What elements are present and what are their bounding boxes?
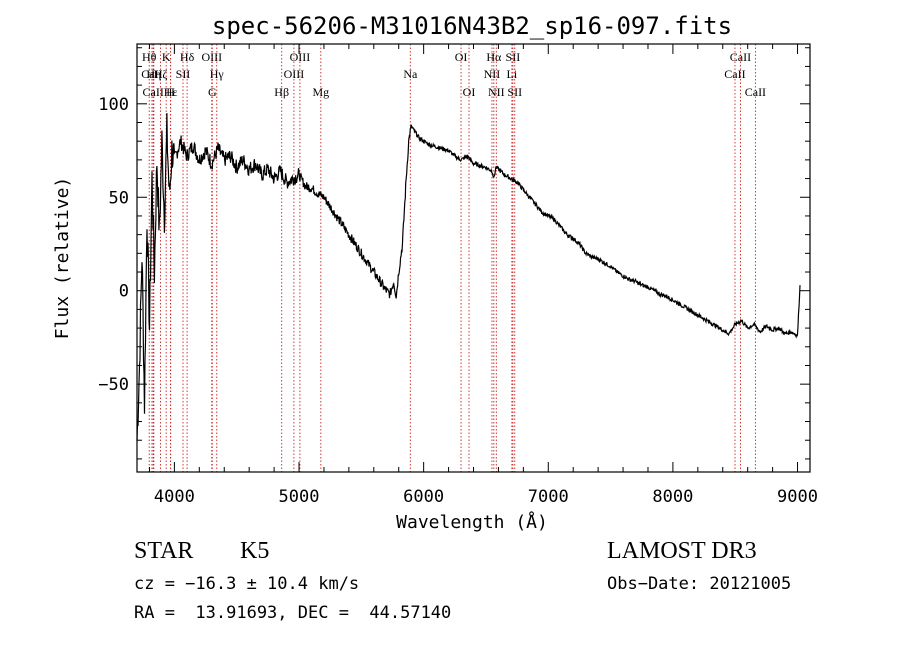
spectrum-line	[136, 113, 801, 441]
line-marker-label: SII	[507, 85, 522, 99]
redshift-velocity: cz = −16.3 ± 10.4 km/s	[134, 574, 360, 594]
line-marker-label: CaII	[143, 85, 164, 99]
x-tick-label: 4000	[154, 487, 195, 507]
x-tick-label: 8000	[652, 487, 693, 507]
line-marker-label: CaII	[724, 67, 745, 81]
line-marker-label: Hβ	[274, 85, 289, 99]
line-marker-label: OIII	[284, 67, 305, 81]
y-tick-label: −50	[98, 375, 129, 395]
x-tick-label: 9000	[777, 487, 818, 507]
line-marker-label: Hε	[164, 85, 178, 99]
line-marker-label: CaII	[730, 50, 751, 64]
line-marker-label: G	[208, 85, 217, 99]
observation-date: Obs−Date: 20121005	[607, 574, 792, 594]
line-marker-label: OIII	[290, 50, 311, 64]
object-subclass: K5	[240, 538, 270, 564]
object-class: STAR	[134, 538, 194, 564]
x-tick-label: 7000	[528, 487, 569, 507]
chart-title: spec-56206-M31016N43B2_sp16-097.fits	[212, 12, 732, 40]
x-axis-ticks: 4000 5000 6000 7000 8000 9000	[148, 44, 818, 507]
line-marker-label: Na	[403, 67, 418, 81]
x-tick-label: 5000	[279, 487, 320, 507]
line-marker-label: Hθ	[142, 50, 157, 64]
y-tick-label: 50	[109, 188, 129, 208]
line-marker-label: Hδ	[180, 50, 195, 64]
line-markers	[148, 44, 756, 472]
line-marker-label: CaII	[745, 85, 766, 99]
line-marker-label: Hγ	[210, 67, 225, 81]
line-marker-label: Hη	[146, 67, 161, 81]
x-tick-label: 6000	[403, 487, 444, 507]
line-marker-label: SII	[176, 67, 191, 81]
plot-frame	[136, 43, 811, 473]
line-marker-label: OI	[455, 50, 468, 64]
line-marker-label: K	[162, 50, 171, 64]
y-tick-label: 100	[98, 95, 129, 115]
line-marker-label: CaII	[141, 67, 162, 81]
line-marker-label: Hζ	[154, 67, 168, 81]
line-marker-label: Li	[507, 67, 518, 81]
line-marker-label: H	[166, 85, 175, 99]
line-marker-label: SII	[506, 50, 521, 64]
ra-dec: RA = 13.91693, DEC = 44.57140	[134, 603, 452, 623]
y-axis-ticks: −50 0 50 100	[98, 47, 810, 460]
line-marker-label: OIII	[201, 50, 222, 64]
y-axis-label: Flux (relative)	[52, 177, 73, 340]
y-tick-label: 0	[119, 282, 129, 302]
survey-name: LAMOST DR3	[607, 538, 757, 564]
line-marker-label: NII	[488, 85, 505, 99]
x-axis-label: Wavelength (Å)	[396, 511, 548, 533]
line-marker-label: OI	[463, 85, 476, 99]
line-marker-label: Hα	[486, 50, 502, 64]
line-marker-label: Mg	[312, 85, 329, 99]
line-marker-label: NII	[484, 67, 501, 81]
